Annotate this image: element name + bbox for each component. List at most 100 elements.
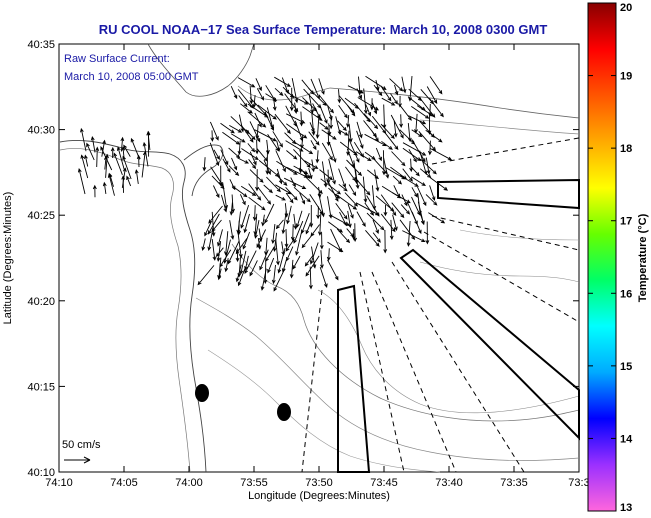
current-vector-arrow bbox=[274, 76, 292, 87]
current-vector-arrow bbox=[107, 173, 115, 196]
current-vector-arrow bbox=[304, 255, 314, 267]
current-vector-arrow bbox=[364, 202, 375, 216]
current-vector-arrow bbox=[238, 114, 245, 133]
current-vector-arrow bbox=[273, 268, 286, 292]
current-vector-arrow bbox=[372, 219, 379, 235]
current-vector-arrow bbox=[254, 112, 262, 128]
current-vector-arrow bbox=[281, 77, 289, 95]
current-vector-arrow bbox=[293, 186, 311, 203]
current-vector-arrow bbox=[380, 213, 396, 233]
current-vector-arrow bbox=[220, 194, 228, 213]
current-vector-arrow bbox=[418, 131, 437, 152]
current-vector-arrow bbox=[337, 120, 347, 132]
y-tick-label: 40:30 bbox=[27, 125, 55, 137]
colorbar-tick-label: 15 bbox=[620, 361, 632, 373]
colorbar-tick-label: 13 bbox=[620, 502, 632, 514]
current-vector-arrow bbox=[328, 158, 336, 185]
current-vector-arrow bbox=[429, 76, 443, 95]
current-vector-arrow bbox=[284, 132, 297, 145]
current-vector-arrow bbox=[394, 84, 399, 96]
current-vector-arrow bbox=[217, 268, 222, 281]
current-vector-arrow bbox=[319, 122, 329, 130]
current-vector-arrow bbox=[399, 114, 404, 129]
current-vector-arrow bbox=[353, 141, 364, 158]
current-vector-arrow bbox=[116, 146, 125, 170]
current-vector-arrow bbox=[126, 175, 132, 187]
current-vector-arrow bbox=[276, 174, 288, 186]
current-vector-arrow bbox=[335, 116, 342, 136]
current-vector-arrow bbox=[318, 78, 325, 95]
current-vector-arrow bbox=[315, 114, 320, 139]
current-vector-arrow bbox=[335, 202, 348, 220]
sandy-hook bbox=[183, 144, 224, 197]
current-vector-arrow bbox=[295, 210, 303, 229]
current-vector-arrow bbox=[309, 266, 313, 290]
current-vector-arrow bbox=[272, 232, 278, 253]
current-vector-arrow bbox=[248, 183, 262, 201]
current-vector-arrow bbox=[366, 212, 385, 231]
current-vector-arrow bbox=[411, 129, 423, 138]
current-vector-arrow bbox=[264, 111, 275, 132]
current-vector-arrow bbox=[365, 230, 380, 247]
current-vector-arrow bbox=[249, 151, 257, 166]
current-vector-arrow bbox=[229, 220, 235, 240]
current-vector-arrow bbox=[300, 134, 304, 149]
current-vector-arrow bbox=[277, 247, 286, 274]
current-vector-arrow bbox=[231, 157, 238, 171]
current-vector-arrow bbox=[356, 121, 363, 139]
x-axis-label: Longitude (Degrees:Minutes) bbox=[248, 490, 390, 502]
current-vector-arrow bbox=[230, 86, 238, 100]
scale-label: 50 cm/s bbox=[62, 439, 101, 451]
current-vector-arrow bbox=[347, 204, 354, 219]
current-vector-arrow bbox=[230, 133, 246, 143]
current-vector-arrow bbox=[417, 186, 427, 207]
current-vector-arrow bbox=[390, 93, 398, 105]
current-vector-arrow bbox=[284, 228, 289, 249]
colorbar bbox=[587, 2, 617, 512]
x-tick-label: 73:50 bbox=[305, 477, 333, 489]
current-vector-arrow bbox=[248, 196, 266, 211]
x-tick-label: 73:3 bbox=[568, 477, 589, 489]
current-vector-arrow bbox=[281, 210, 287, 235]
current-vector-arrow bbox=[259, 249, 269, 271]
current-vector-arrow bbox=[346, 159, 363, 177]
x-axis-ticks: 74:10 74:05 74:00 73:55 73:50 73:45 73:40 73:35… bbox=[45, 44, 590, 489]
current-vector-arrow bbox=[222, 158, 231, 173]
current-vector-arrow bbox=[224, 258, 229, 273]
coastline-north bbox=[147, 43, 255, 97]
current-vector-arrow bbox=[100, 146, 113, 171]
x-tick-label: 73:35 bbox=[500, 477, 528, 489]
current-vector-arrow bbox=[295, 230, 303, 256]
current-vector-arrow bbox=[409, 158, 414, 173]
current-vector-arrow bbox=[83, 154, 89, 167]
current-vector-arrow bbox=[80, 154, 89, 179]
radar-dashed-line bbox=[423, 231, 580, 323]
current-vector-arrow bbox=[212, 185, 220, 199]
current-vector-arrow bbox=[123, 144, 131, 157]
current-vector-arrow bbox=[285, 238, 295, 252]
current-vector-arrow bbox=[247, 111, 267, 128]
radar-wedge-southeast bbox=[399, 248, 580, 441]
current-vector-arrow bbox=[211, 239, 217, 261]
current-vector-arrow bbox=[264, 203, 275, 224]
bathy-contour bbox=[207, 349, 441, 473]
current-vector-arrow bbox=[146, 130, 151, 157]
current-vector-arrow bbox=[316, 206, 321, 220]
current-vector-arrow bbox=[286, 205, 292, 225]
current-vector-arrow bbox=[240, 204, 250, 229]
current-vector-arrow bbox=[122, 155, 132, 180]
current-vector-arrow bbox=[309, 242, 319, 265]
current-vector-arrow bbox=[383, 204, 388, 217]
current-vector-arrow bbox=[299, 167, 311, 179]
current-vector-arrow bbox=[252, 205, 257, 222]
current-vector-arrow bbox=[254, 129, 277, 142]
current-vector-arrow bbox=[348, 138, 360, 163]
x-tick-label: 73:40 bbox=[435, 477, 463, 489]
current-vector-arrow bbox=[356, 130, 364, 149]
current-vector-arrow bbox=[299, 111, 304, 127]
current-vector-arrow bbox=[256, 88, 264, 101]
radar-wedge-south bbox=[337, 284, 371, 473]
current-vector-arrow bbox=[327, 241, 344, 253]
current-vector-arrow bbox=[276, 160, 298, 175]
